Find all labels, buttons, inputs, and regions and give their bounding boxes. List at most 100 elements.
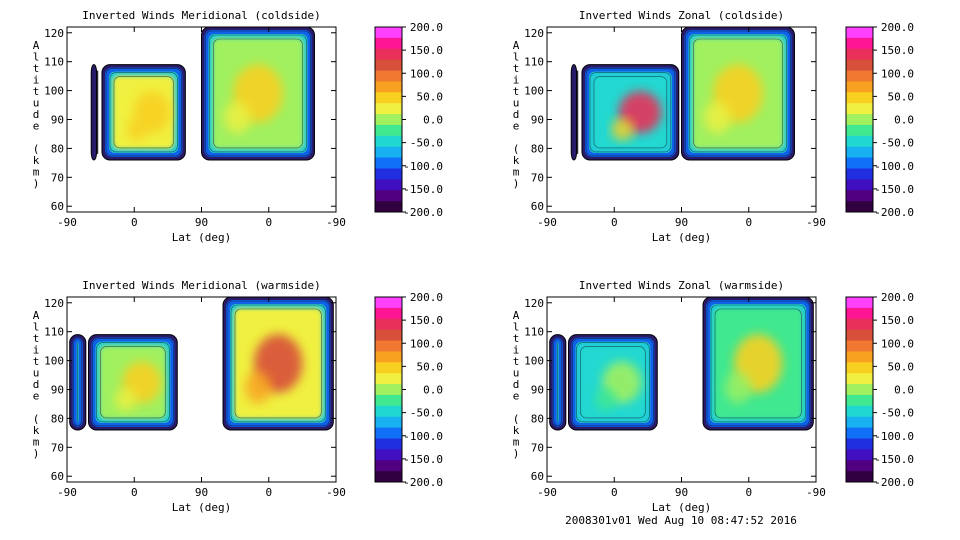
colorbar-swatch xyxy=(846,438,873,450)
x-tick-label: 0 xyxy=(745,216,752,229)
data-region xyxy=(222,297,334,431)
x-tick-label: 0 xyxy=(131,216,138,229)
x-tick-label: 0 xyxy=(611,486,618,499)
colorbar-label: 200.0 xyxy=(410,21,443,34)
colorbar-label: -50.0 xyxy=(410,137,443,150)
data-region xyxy=(90,64,99,161)
contour-line xyxy=(226,300,330,427)
y-tick-label: 80 xyxy=(51,142,64,155)
colorbar-label: -200.0 xyxy=(874,206,914,219)
colorbar-label: -200.0 xyxy=(874,476,914,489)
y-tick-label: 60 xyxy=(531,470,544,483)
colorbar-label: -200.0 xyxy=(403,206,443,219)
colorbar: 200.0 150.0 100.0 50.0 0.0 -50.0 -100.0 -150.0 -… xyxy=(845,21,915,219)
colorbar-label: 50.0 xyxy=(417,90,444,103)
colorbar-label: 100.0 xyxy=(881,337,914,350)
contour-line xyxy=(685,30,791,157)
colorbar-swatch xyxy=(846,179,873,191)
colorbar-label: 100.0 xyxy=(410,67,443,80)
colorbar-label: 50.0 xyxy=(888,90,915,103)
contour-line xyxy=(213,38,303,149)
contour-line xyxy=(553,338,563,427)
colorbar-label: -150.0 xyxy=(874,183,914,196)
data-region xyxy=(101,64,186,161)
colorbar-swatch xyxy=(375,362,402,374)
contour-line xyxy=(572,338,654,427)
chart-title: Inverted Winds Zonal (coldside) xyxy=(579,9,784,22)
colorbar-swatch xyxy=(846,427,873,439)
colorbar-swatch xyxy=(846,405,873,418)
data-region xyxy=(201,27,315,161)
data-region xyxy=(570,64,579,161)
y-tick-label: 70 xyxy=(531,441,544,454)
colorbar-label: -50.0 xyxy=(881,407,914,420)
colorbar-swatch xyxy=(375,179,402,191)
y-tick-label: 70 xyxy=(51,171,64,184)
contour-line xyxy=(109,72,178,153)
colorbar-label: 200.0 xyxy=(881,291,914,304)
region-edge xyxy=(90,64,98,161)
colorbar-swatch xyxy=(846,384,873,396)
x-tick-label: 0 xyxy=(611,216,618,229)
colorbar-swatch xyxy=(375,37,402,50)
colorbar-label: -100.0 xyxy=(874,160,914,173)
colorbar-swatch xyxy=(375,201,402,213)
colorbar-label: -200.0 xyxy=(403,476,443,489)
contour-line xyxy=(209,34,307,153)
y-tick-label: 110 xyxy=(524,326,544,339)
contour-line xyxy=(100,346,166,419)
contour-line xyxy=(710,304,806,423)
contour-line xyxy=(585,68,676,157)
footer-stamp: 2008301v01 Wed Aug 10 08:47:52 2016 xyxy=(565,514,797,527)
colorbar-label: 100.0 xyxy=(410,337,443,350)
x-tick-label: -90 xyxy=(537,216,557,229)
chart-panel: Inverted Winds Zonal (warmside) 60 70 80 90 1… xyxy=(513,279,914,514)
x-tick-label: -90 xyxy=(806,486,826,499)
y-tick-label: 90 xyxy=(51,114,64,127)
colorbar-swatch xyxy=(846,394,873,407)
colorbar-label: 0.0 xyxy=(894,384,914,397)
colorbar-label: -150.0 xyxy=(874,453,914,466)
colorbar-swatch xyxy=(846,124,873,137)
contour-line xyxy=(234,308,322,419)
data-region xyxy=(568,334,658,431)
colorbar-swatch xyxy=(846,92,873,104)
colorbar-swatch xyxy=(846,37,873,50)
colorbar-swatch xyxy=(846,201,873,213)
colorbar-label: -150.0 xyxy=(403,183,443,196)
colorbar-swatch xyxy=(375,297,402,309)
colorbar-swatch xyxy=(375,168,402,180)
colorbar-swatch xyxy=(846,48,873,61)
contour-line xyxy=(105,68,182,157)
colorbar-swatch xyxy=(375,59,402,72)
contour-field xyxy=(570,27,795,161)
data-region xyxy=(88,334,178,431)
colorbar-label: 50.0 xyxy=(417,360,444,373)
contour-line xyxy=(580,346,646,419)
colorbar-swatch xyxy=(846,449,873,461)
colorbar-swatch xyxy=(846,318,873,331)
x-tick-label: 0 xyxy=(265,486,272,499)
y-tick-label: 80 xyxy=(531,412,544,425)
x-tick-label: 90 xyxy=(675,486,688,499)
colorbar-swatch xyxy=(375,92,402,104)
colorbar-swatch xyxy=(375,340,402,352)
colorbar-label: -100.0 xyxy=(403,430,443,443)
region-edge xyxy=(570,64,578,161)
region-peak xyxy=(115,387,137,411)
chart-title: Inverted Winds Zonal (warmside) xyxy=(579,279,784,292)
x-axis-label: Lat (deg) xyxy=(652,501,712,514)
x-axis-label: Lat (deg) xyxy=(652,231,712,244)
y-tick-label: 60 xyxy=(51,470,64,483)
region-peak xyxy=(611,117,635,141)
y-tick-label: 100 xyxy=(44,85,64,98)
colorbar-swatch xyxy=(375,471,402,483)
colorbar-label: 150.0 xyxy=(410,44,443,57)
colorbar-swatch xyxy=(375,405,402,418)
colorbar: 200.0 150.0 100.0 50.0 0.0 -50.0 -100.0 -150.0 -… xyxy=(845,291,914,489)
y-tick-label: 120 xyxy=(524,297,544,310)
contour-line xyxy=(73,338,83,427)
region-peak xyxy=(224,101,252,134)
colorbar-swatch xyxy=(375,124,402,137)
